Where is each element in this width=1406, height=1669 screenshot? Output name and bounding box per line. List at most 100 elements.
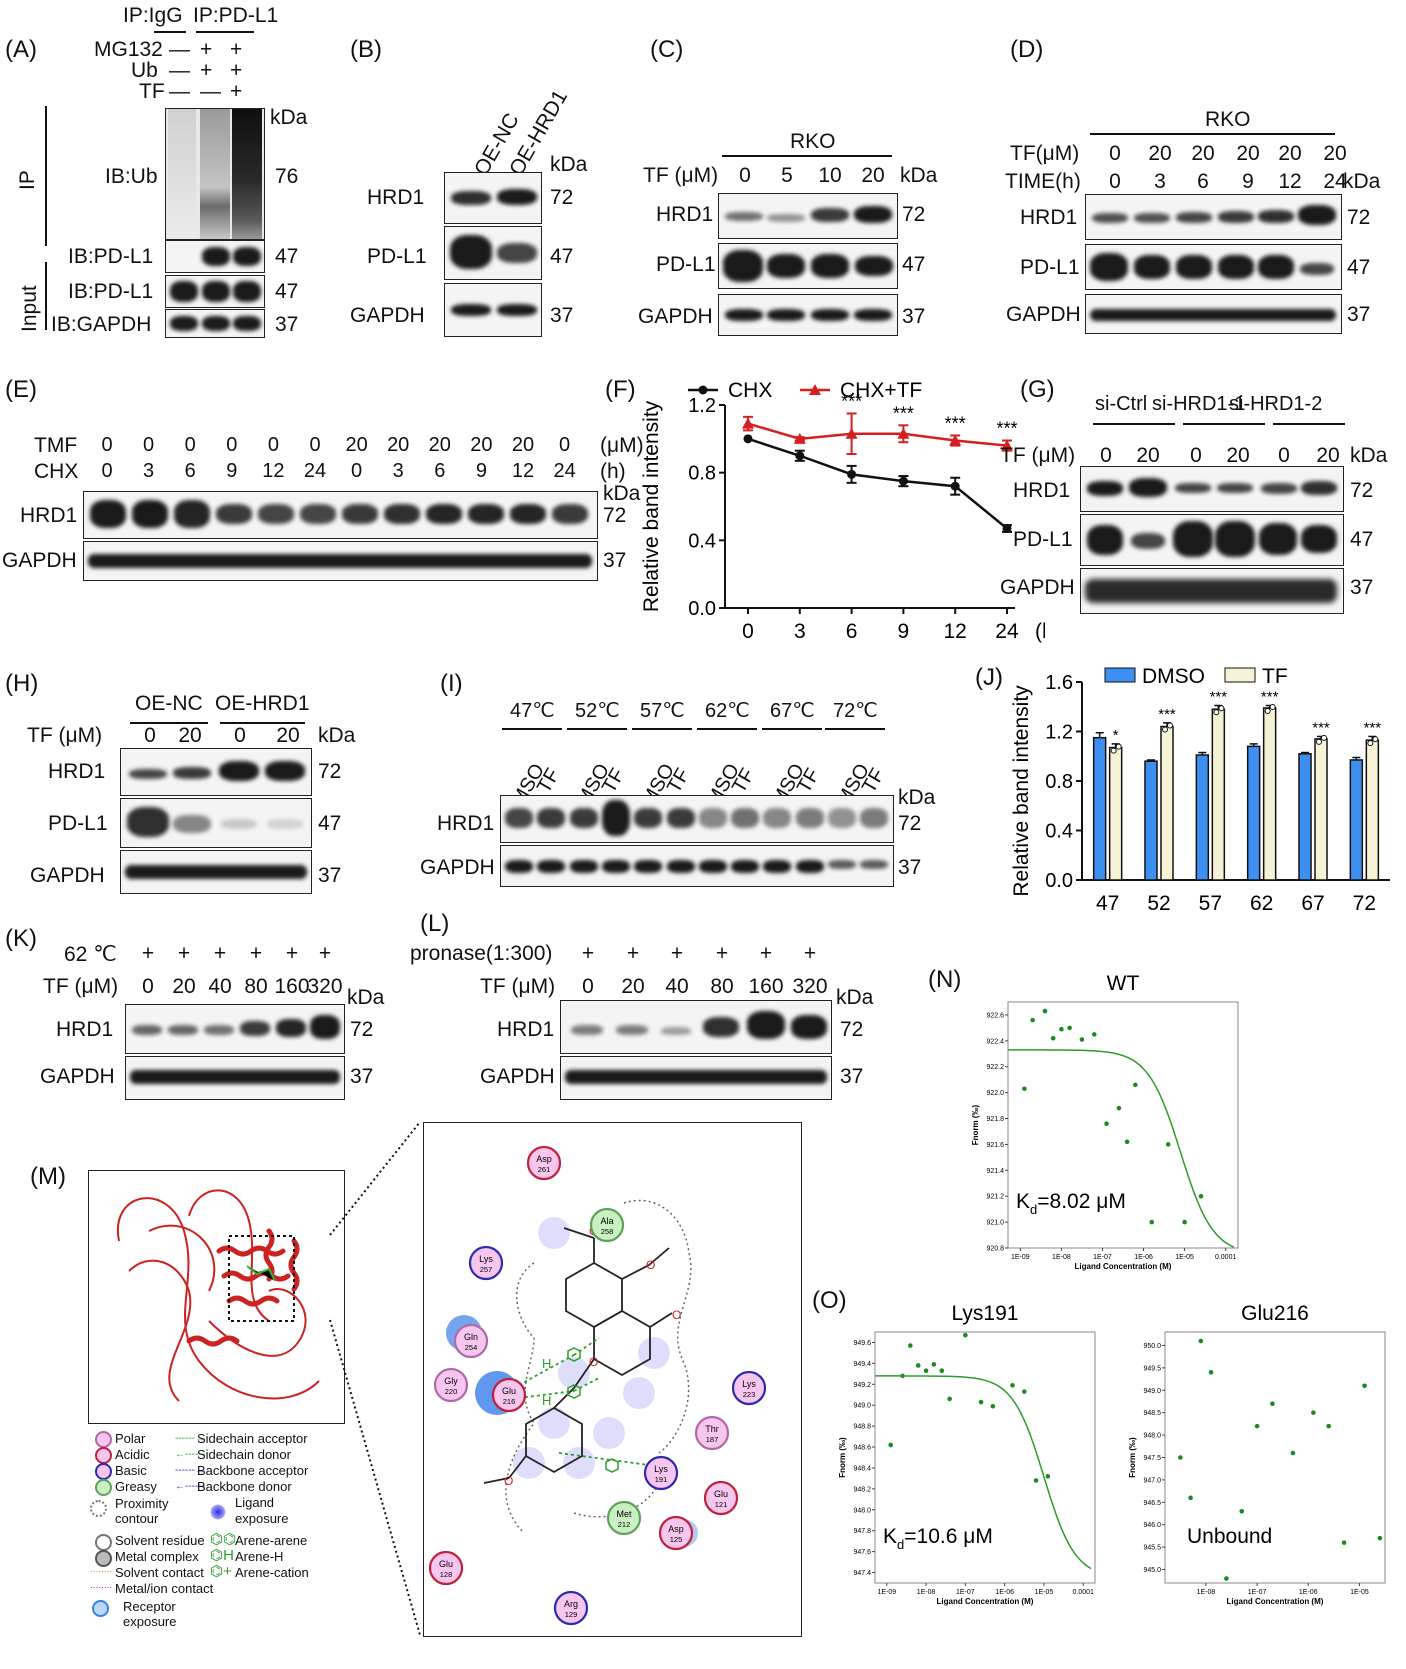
x-tick-label: 52	[1147, 892, 1170, 915]
dose-value-g: 20	[1226, 444, 1250, 467]
significance-mark: ***	[1312, 719, 1330, 736]
interaction-diagram: OOOOOHHAsp261Ala258Lys257Gln254Gly220Glu…	[423, 1122, 802, 1637]
bond	[508, 1455, 527, 1479]
pdl1-blot-g	[1080, 514, 1344, 566]
group-underline-h	[220, 722, 305, 724]
y-tick-label: 922.2	[986, 1064, 1004, 1071]
greasy-swatch	[95, 1479, 112, 1496]
legend-arene-cation: Arene-cation	[235, 1565, 309, 1580]
ligand-exposure-blob	[538, 1407, 570, 1439]
data-point	[1239, 1508, 1245, 1514]
legend-label-tf: TF	[1262, 665, 1288, 688]
panel-label-k: (K)	[5, 925, 37, 952]
y-tick-label: 948.8	[853, 1424, 871, 1431]
tf-label-h: TF (μM)	[27, 724, 103, 747]
panel-label-m: (M)	[30, 1163, 66, 1190]
hrd1-band-i	[698, 808, 727, 828]
residue-name: Lys	[479, 1254, 493, 1264]
bb-acceptor-arrow: ------→	[175, 1465, 205, 1476]
ligand-exposure-blob	[538, 1217, 570, 1249]
data-point	[963, 1332, 968, 1338]
bond	[563, 1227, 595, 1239]
legend-solvent-contact: Solvent contact	[115, 1565, 204, 1580]
hrd1-band	[468, 504, 504, 524]
sc-donor-arrow: ←------	[175, 1449, 205, 1460]
y-tick-label: 948.4	[853, 1465, 871, 1472]
tf-label-k: TF (μM)	[43, 975, 119, 998]
mst-plot-wt: WT 920.8 921.0 921.2 921.4 921.6 921.8 922.0 922…	[971, 972, 1239, 1271]
gapdh-band-i	[860, 860, 889, 869]
gapdh-blot-d	[1085, 294, 1342, 334]
plus-sign-l: +	[715, 942, 729, 965]
data-point	[1188, 1495, 1193, 1501]
hrd1-band	[552, 504, 588, 524]
y-tick-label: 947.0	[1143, 1477, 1161, 1484]
protein-structure-box	[88, 1170, 345, 1424]
bar-tf	[1314, 738, 1328, 881]
hrd1-band	[384, 504, 420, 524]
y-tick-label: 949.2	[853, 1382, 871, 1389]
replicate-point	[1367, 740, 1374, 747]
unbound-annotation: Unbound	[1187, 1525, 1272, 1548]
replicate-point	[1372, 736, 1379, 743]
significance-mark: ***	[1364, 719, 1382, 736]
hrd1-band-i	[795, 808, 824, 828]
mw-72-h: 72	[318, 760, 342, 783]
mw-37-e: 37	[603, 549, 627, 572]
ligand-structure	[483, 1227, 673, 1484]
mw-72-e: 72	[603, 504, 627, 527]
dose-value-l: 40	[665, 975, 689, 998]
chx-value: 12	[262, 460, 285, 482]
bar-dmso	[1144, 760, 1158, 881]
polar-swatch	[95, 1431, 112, 1448]
residue-ala258	[589, 1207, 625, 1243]
hrd1-band	[216, 504, 252, 524]
ligand-exposure-blob	[558, 1357, 590, 1389]
residue-thr187	[694, 1415, 730, 1451]
replicate-point	[1115, 743, 1122, 750]
y-tick-label: 922.0	[986, 1090, 1004, 1097]
mw-72-i: 72	[898, 812, 922, 835]
ub-smear-blot	[165, 108, 265, 240]
y-tick-label: 0.8	[688, 463, 716, 485]
dose-value-g: 20	[1136, 444, 1160, 467]
proximity-swatch	[90, 1500, 107, 1517]
fit-curve	[1008, 1049, 1235, 1248]
dose-value-g: 0	[1100, 444, 1112, 467]
dose-value-c: 10	[818, 164, 842, 187]
hrd1-band	[510, 504, 546, 524]
series-line-chx-tf	[747, 422, 1008, 447]
legend-solvent-residue: Solvent residue	[115, 1533, 205, 1548]
cell-line-d: RKO	[1205, 108, 1251, 131]
hrd1-band	[90, 500, 126, 528]
hrd1-band-i	[828, 808, 856, 828]
fit-curve	[875, 1375, 1092, 1570]
hrd1-label-b: HRD1	[367, 186, 425, 209]
data-point	[1124, 1139, 1130, 1145]
hrd1-band	[174, 500, 210, 528]
x-tick-label: 1E-09	[877, 1589, 896, 1596]
bond	[483, 1477, 510, 1484]
tmf-value: 0	[309, 434, 321, 456]
mg132-sign: —	[169, 38, 190, 61]
hrd1-label-g: HRD1	[1013, 479, 1071, 502]
residue-lys223	[731, 1370, 767, 1406]
panel-label-l: (L)	[420, 910, 450, 937]
receptor-exposure-swatch	[92, 1600, 109, 1617]
data-point	[1067, 1025, 1072, 1031]
gapdh-blot-e	[83, 541, 598, 581]
data-point	[1165, 1142, 1171, 1147]
solvent-contact-line: ........	[90, 1564, 113, 1575]
y-tick-label: 921.2	[986, 1194, 1004, 1201]
x-tick-label: 0.0001	[1073, 1589, 1095, 1596]
panel-label-f: (F)	[605, 376, 636, 403]
data-point	[1224, 1576, 1229, 1581]
replicate-point	[1218, 705, 1225, 712]
legend-label-chx-tf: CHX+TF	[840, 379, 922, 402]
residue-glu128	[428, 1550, 464, 1586]
ub-sign: +	[230, 59, 243, 82]
bond	[573, 1358, 595, 1389]
mw-37-l: 37	[840, 1065, 864, 1088]
y-tick-label: 921.4	[986, 1168, 1004, 1175]
rko-underline-d	[1090, 133, 1335, 135]
